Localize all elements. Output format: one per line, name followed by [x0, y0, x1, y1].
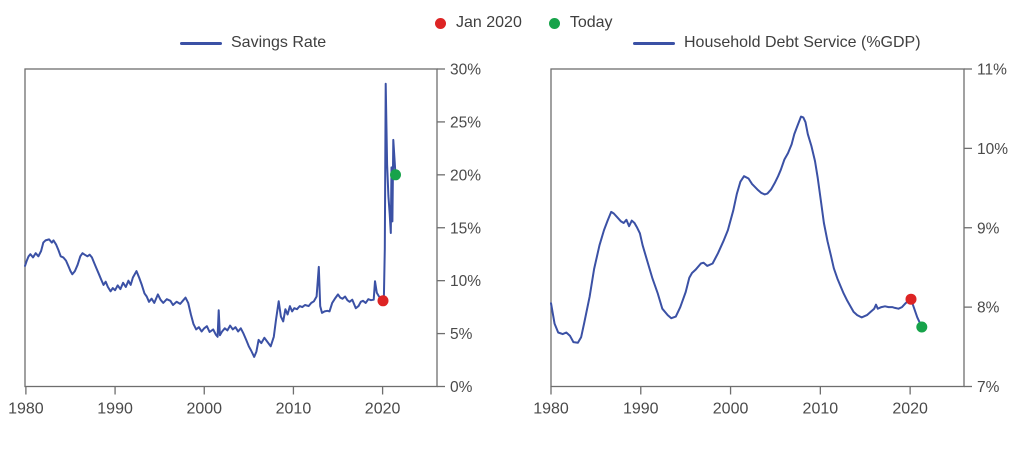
savings-plot-frame — [24, 68, 438, 388]
jan2020-label: Jan 2020 — [456, 14, 522, 31]
savings-y-tick-label: 30% — [450, 62, 481, 79]
savings-x-tick-label: 1990 — [97, 401, 133, 418]
today-dot-icon — [548, 17, 560, 29]
debt-series-line — [550, 115, 923, 344]
savings-x-tick-label: 2020 — [365, 401, 401, 418]
savings-x-tick-label: 2010 — [276, 401, 312, 418]
debt-chart-legend: Household Debt Service (%GDP) — [633, 34, 921, 52]
savings-y-tick-label: 25% — [450, 114, 481, 131]
savings-chart-legend: Savings Rate — [180, 34, 326, 52]
savings-jan-2020-marker — [377, 295, 389, 307]
debt-plot-frame — [550, 68, 965, 388]
savings-y-tick-label: 15% — [450, 220, 481, 237]
debt-x-tick-label: 1980 — [533, 401, 569, 418]
debt-x-tick-label: 2000 — [713, 401, 749, 418]
line-sample-icon — [180, 41, 222, 45]
debt-y-tick-label: 7% — [977, 379, 1000, 396]
debt-y-tick-label: 9% — [977, 220, 1000, 237]
legend-item-today: Today — [548, 14, 613, 32]
debt-x-tick-label: 2010 — [803, 401, 839, 418]
debt-jan-2020-marker — [905, 293, 917, 305]
marker-legend: Jan 2020 Today — [435, 14, 613, 32]
debt-today-marker — [916, 321, 928, 333]
line-sample-icon — [633, 41, 675, 45]
savings-x-tick-label: 2000 — [186, 401, 222, 418]
debt-legend-label: Household Debt Service (%GDP) — [684, 34, 921, 51]
savings-y-tick-label: 5% — [450, 326, 473, 343]
today-label: Today — [569, 14, 613, 31]
legend-item-jan2020: Jan 2020 — [435, 14, 522, 32]
debt-x-tick-label: 1990 — [623, 401, 659, 418]
debt-y-tick-label: 10% — [977, 141, 1008, 158]
savings-today-marker — [390, 169, 401, 181]
jan2020-dot-icon — [435, 17, 446, 29]
debt-y-tick-label: 11% — [977, 62, 1007, 79]
debt-x-tick-label: 2020 — [892, 401, 928, 418]
savings-y-tick-label: 20% — [450, 167, 481, 184]
savings-y-tick-label: 10% — [450, 273, 481, 290]
savings-series-line — [24, 82, 397, 358]
savings-x-tick-label: 1980 — [8, 401, 44, 418]
debt-y-tick-label: 8% — [977, 300, 1000, 317]
savings-y-tick-label: 0% — [450, 379, 473, 396]
savings-legend-label: Savings Rate — [231, 34, 327, 51]
